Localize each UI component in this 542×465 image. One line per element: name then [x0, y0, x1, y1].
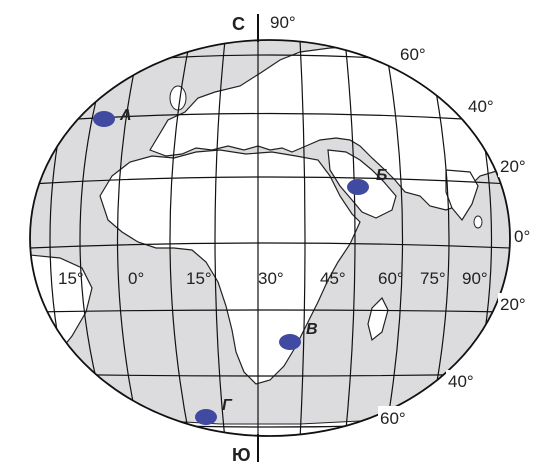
globe-outline — [29, 39, 511, 437]
landmass-island-sri-lanka — [473, 215, 483, 229]
point-a-label: А — [119, 107, 132, 124]
lat-label-40n: 40° — [468, 97, 494, 116]
south-pole-label: Ю — [232, 445, 251, 465]
lon-label: 0° — [128, 269, 144, 288]
meridian-w15 — [116, 43, 141, 436]
parallel-20s — [30, 309, 510, 313]
point-b: Б — [347, 167, 387, 195]
point-v: В — [279, 321, 318, 350]
point-v-marker — [279, 334, 301, 350]
point-a: А — [93, 107, 132, 127]
latitude-label-group: 90° 60° 40° 20° 0° 20° 40° 60° — [268, 10, 542, 428]
meridian-e75 — [427, 51, 450, 429]
point-v-label: В — [306, 321, 318, 338]
lat-label-60n: 60° — [400, 45, 426, 64]
lon-label: 15° — [186, 269, 212, 288]
meridian-e30 — [299, 40, 306, 436]
lat-label-equator: 0° — [514, 227, 530, 246]
meridian-e15 — [214, 40, 226, 436]
parallel-equator — [30, 242, 510, 249]
landmass-africa — [99, 149, 361, 385]
lon-label: 45° — [320, 269, 346, 288]
landmass-madagascar — [367, 296, 389, 342]
point-g-label: Г — [222, 397, 233, 414]
point-g: Г — [195, 397, 233, 425]
lon-label: 15° — [58, 269, 84, 288]
meridian-e60 — [384, 43, 404, 436]
meridian-e45 — [344, 40, 356, 436]
point-b-label: Б — [376, 167, 387, 184]
lat-label-20n: 20° — [500, 157, 526, 176]
lon-label: 90° — [462, 269, 488, 288]
lon-label: 30° — [258, 269, 284, 288]
lat-label-40s: 40° — [448, 372, 474, 391]
point-a-marker — [93, 111, 115, 127]
meridian-0 — [169, 40, 191, 436]
north-pole-label: С — [232, 14, 245, 34]
point-g-marker — [195, 409, 217, 425]
landmass-india — [445, 169, 479, 222]
landmass-island-britain — [169, 85, 187, 111]
lat-label-20s: 20° — [500, 295, 526, 314]
lon-label: 60° — [378, 269, 404, 288]
longitude-label-group: 15° 0° 15° 30° 45° 60° 75° 90° — [58, 269, 488, 288]
lon-label: 75° — [420, 269, 446, 288]
point-b-marker — [347, 179, 369, 195]
lat-label-60s: 60° — [380, 409, 406, 428]
lat-label-90: 90° — [270, 13, 296, 32]
parallel-20n — [30, 176, 510, 185]
